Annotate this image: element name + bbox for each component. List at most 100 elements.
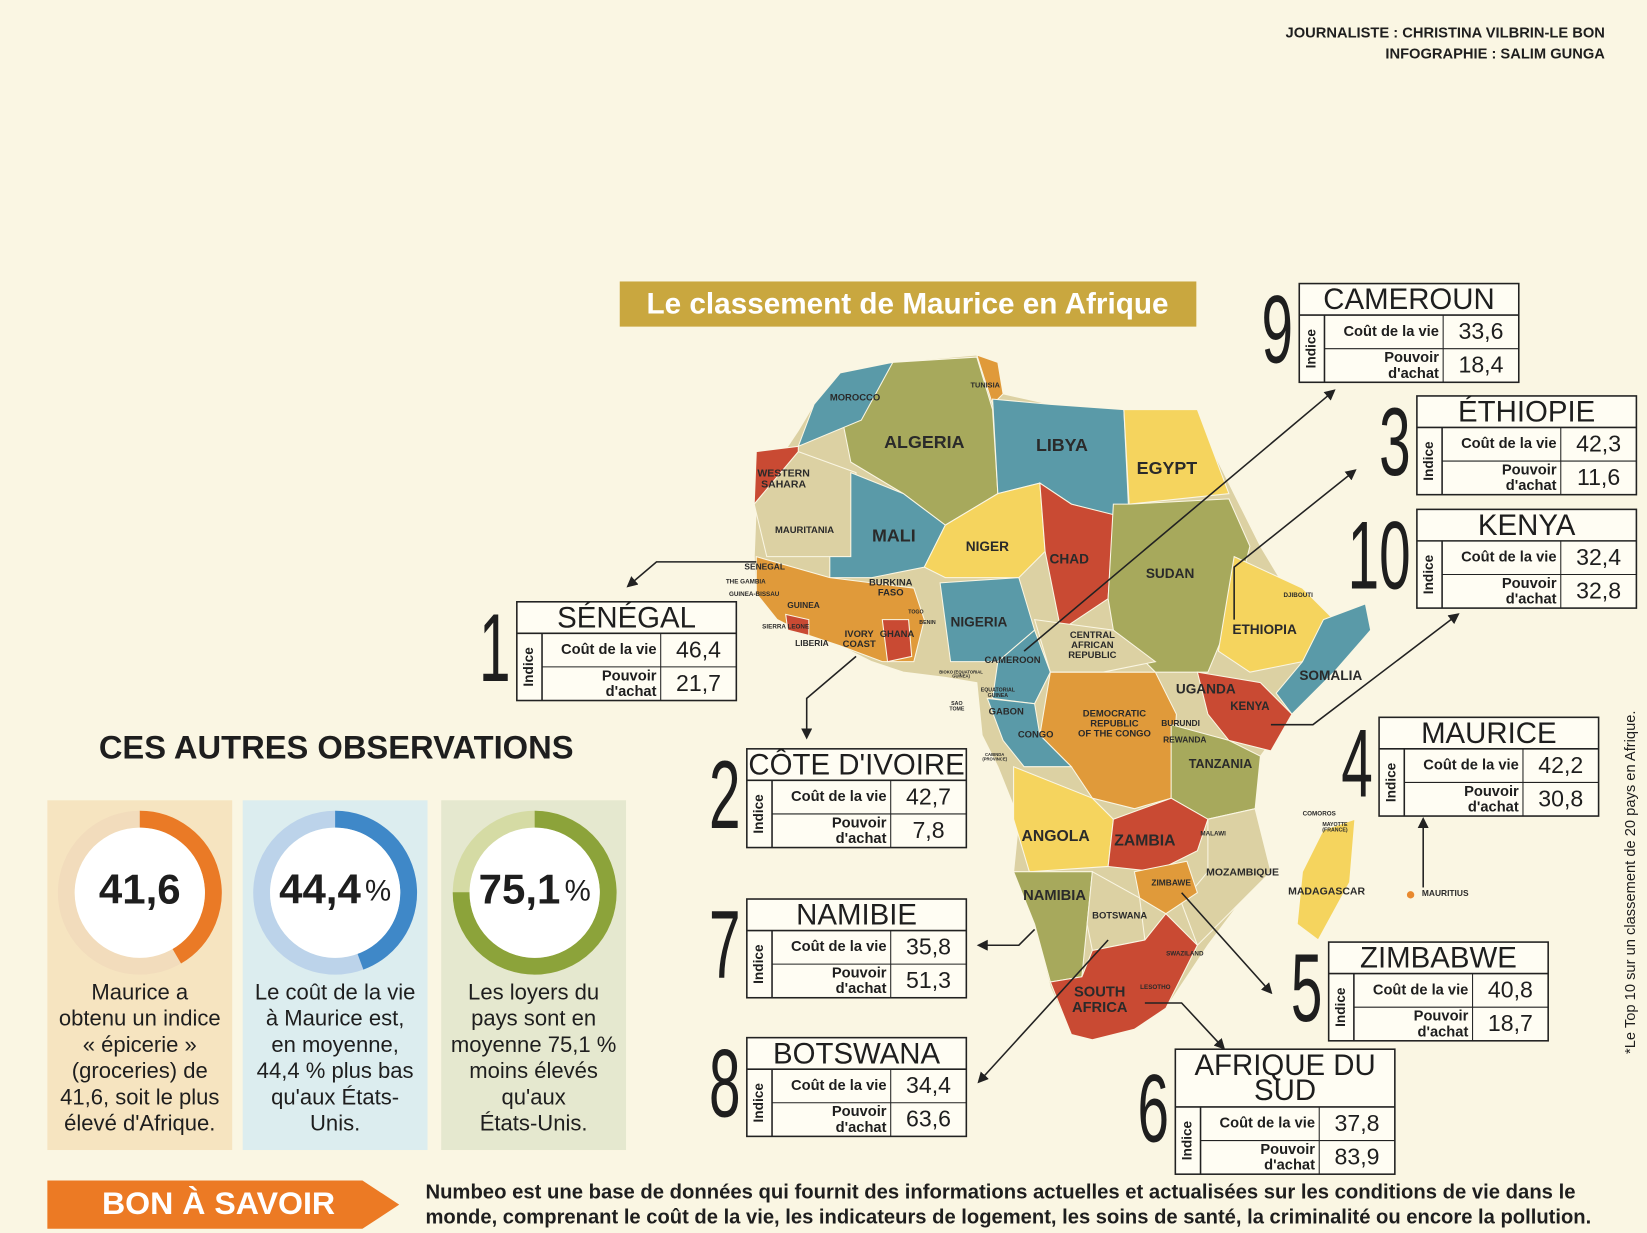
box-frame [1327,941,1549,1042]
map-label: REWANDA [1163,735,1206,745]
row-label: Pouvoir [832,965,887,981]
map-label: UGANDA [1176,682,1236,697]
observation-text: à Maurice est, [266,1006,404,1031]
row-value: 32,8 [1576,577,1621,603]
map-label: ALGERIA [884,432,964,452]
country-shape [1033,619,1157,673]
observation-text: Maurice a [91,979,189,1004]
donut-label: 44,4% [279,866,391,913]
map-label: BIOKO (EQUATORIAL [939,669,983,674]
row-value: 34,4 [906,1072,951,1098]
title-banner [619,281,1197,327]
index-label: Indice [521,647,536,687]
box-frame [1416,395,1638,496]
box-frame [1416,508,1638,609]
box-frame [516,601,738,702]
map-label: BURKINA [869,577,913,588]
map-label: AFRICAN [1071,640,1114,651]
map-label: MOZAMBIQUE [1206,867,1279,879]
arrow [977,939,1109,1084]
row-label: d'achat [1418,1024,1469,1040]
row-label: Coût de la vie [1423,758,1519,774]
country-shape [976,354,1004,406]
ranking-box: 9 CAMEROUN Indice Coût de la vie 33,6 Pouvoir… [1261,277,1520,384]
index-label: Indice [1303,329,1318,369]
row-label: Coût de la vie [1220,1116,1316,1132]
box-frame [1378,716,1600,817]
map-label: KENYA [1230,701,1270,713]
map-label: GUINEA) [952,674,970,679]
map-label: GABON [989,707,1024,718]
map-label: NIGERIA [951,614,1008,629]
map-label: MAYOTTE [1322,822,1348,828]
map-label: GHANA [880,629,915,640]
index-label: Indice [1421,441,1436,481]
arrow [1270,613,1460,726]
map-label: SENEGAL [744,561,785,571]
map-label: SOMALIA [1299,668,1362,683]
observation-text: élevé d'Afrique. [64,1111,215,1136]
arrow [1144,1002,1226,1050]
arrow [626,561,757,588]
map-label: (FRANCE) [1322,827,1348,833]
donut-unit: % [365,874,391,907]
row-value: 42,7 [906,783,951,809]
observation-text: moins élevés [469,1058,598,1083]
map-label: NIGER [966,539,1009,554]
map-label: CENTRAL [1070,630,1115,641]
row-value: 42,3 [1576,430,1621,456]
map-label: GUINEA [988,693,1009,699]
index-label: Indice [1180,1120,1195,1160]
ranking-box: 3 ÉTHIOPIE Indice Coût de la vie 42,3 Pouvoir… [1379,389,1638,496]
map-label: COMOROS [1303,811,1336,818]
map-label: COAST [843,639,876,650]
country-shape [991,629,1051,705]
map-label: TUNISIA [971,380,1001,389]
row-label: Pouvoir [1384,350,1439,366]
observation-text: 44,4 % plus bas [257,1058,414,1083]
ranking-box: 5 ZIMBABWE Indice Coût de la vie 40,8 Pouvoir… [1291,935,1549,1042]
donut-arc [452,810,617,975]
observation-text: moyenne 75,1 % [451,1032,616,1057]
country-shape [785,613,810,637]
row-value: 46,4 [676,636,721,662]
country-shape [923,482,1046,579]
map-label: OF THE CONGO [1078,729,1151,740]
map-label: NAMIBIA [1023,888,1086,904]
country-shape [1196,671,1293,752]
country-name: SUD [1254,1074,1316,1107]
arrows [626,389,1460,1084]
map-label: ANGOLA [1021,828,1089,845]
country-shape [1049,912,1199,1041]
donut-center [74,827,205,958]
country-name: AFRIQUE DU [1194,1049,1375,1082]
arrow [976,928,1036,951]
ranking-box: 7 NAMIBIE Indice Coût de la vie 35,8 Pouvoird… [709,892,968,999]
map-label: FASO [878,587,904,598]
row-value: 18,7 [1488,1010,1533,1036]
row-label: Pouvoir [1464,784,1519,800]
index-label: Indice [1383,762,1398,802]
observations-heading: CES AUTRES OBSERVATIONS [99,729,574,765]
observation-text: États-Unis. [480,1111,588,1136]
map-label: ETHIOPIA [1232,622,1297,637]
row-label: Coût de la vie [1373,982,1469,998]
box-frame [1298,282,1520,384]
rank-number: 8 [709,1031,741,1138]
row-label: Pouvoir [832,815,887,831]
rank-number: 10 [1348,502,1411,609]
arrow [1181,892,1273,995]
mauritius-dot [1406,891,1415,899]
observation-text: 41,6, soit le plus [60,1084,219,1109]
country-shape [1133,860,1199,915]
map-label: MOROCCO [830,393,880,404]
footnote: *Le Top 10 sur un classement de 20 pays … [1623,710,1639,1053]
country-shape [1123,409,1230,505]
map-label: (PROVINCE) [982,757,1007,762]
map-label: WESTERN [757,467,810,479]
map-label: CHAD [1050,551,1090,566]
row-label: Coût de la vie [791,1078,887,1094]
